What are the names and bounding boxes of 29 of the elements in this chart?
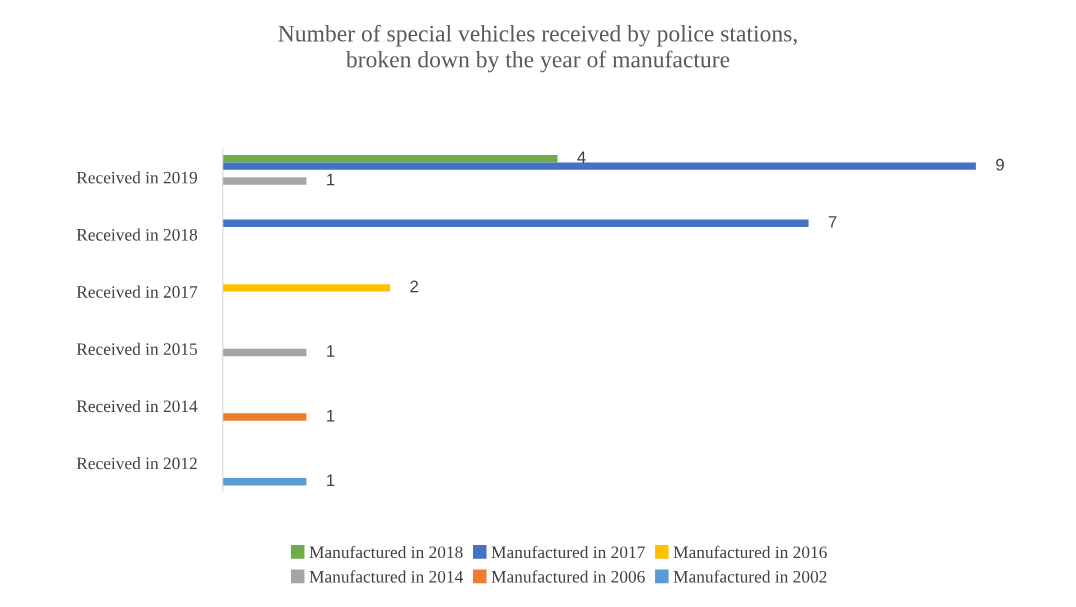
- data-label: 7: [828, 216, 837, 228]
- legend-label: Manufactured in 2006: [491, 570, 645, 583]
- data-label: 4: [577, 151, 586, 164]
- bar: [222, 177, 307, 185]
- bar: [222, 155, 558, 163]
- legend-label: Manufactured in 2002: [673, 570, 827, 583]
- data-label: 9: [996, 158, 1004, 171]
- y-tick-label: Received in 2019: [76, 171, 198, 184]
- bar: [222, 348, 307, 357]
- bar: [222, 413, 307, 421]
- y-tick-label: Received in 2018: [76, 228, 198, 241]
- y-tick-label: Received in 2015: [76, 342, 198, 355]
- legend-label: Manufactured in 2018: [309, 545, 463, 559]
- legend-label: Manufactured in 2014: [309, 570, 464, 583]
- legend-label: Manufactured in 2017: [491, 545, 645, 559]
- chart-title: Number of special vehicles received by police stations, broken down by the year of manufacture: [278, 24, 797, 73]
- y-tick-label: Received in 2017: [76, 285, 198, 298]
- data-label: 1: [327, 474, 335, 486]
- data-label: 1: [327, 173, 335, 186]
- legend-label: Manufactured in 2016: [673, 545, 827, 559]
- bar: [222, 477, 307, 486]
- data-label: 1: [327, 345, 335, 357]
- y-tick-label: Received in 2012: [76, 457, 197, 470]
- data-label: 1: [327, 409, 335, 422]
- y-tick-label: Received in 2014: [76, 399, 198, 413]
- data-label: 2: [410, 280, 418, 293]
- bar: [222, 162, 976, 170]
- bar: [222, 284, 391, 292]
- bar: [222, 219, 809, 228]
